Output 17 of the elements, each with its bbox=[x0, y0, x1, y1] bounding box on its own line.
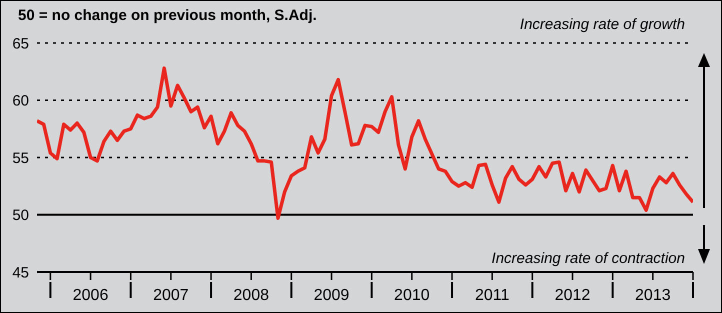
x-tick-label: 2009 bbox=[314, 287, 350, 304]
x-tick-label: 2010 bbox=[394, 287, 430, 304]
x-tick-label: 2006 bbox=[72, 287, 108, 304]
y-tick-label: 65 bbox=[12, 35, 29, 52]
x-tick-label: 2007 bbox=[153, 287, 189, 304]
y-tick-label: 55 bbox=[12, 150, 29, 167]
y-tick-label: 60 bbox=[12, 92, 29, 110]
annotation: Increasing rate of contraction bbox=[492, 250, 685, 267]
x-tick-label: 2008 bbox=[233, 287, 270, 304]
chart-title: 50 = no change on previous month, S.Adj. bbox=[18, 7, 317, 24]
y-tick-label: 45 bbox=[12, 264, 29, 282]
y-tick-label: 50 bbox=[12, 207, 29, 224]
x-tick-label: 2012 bbox=[554, 287, 590, 304]
x-tick-label: 2013 bbox=[635, 287, 671, 304]
text: Increasing rate of growth bbox=[520, 16, 685, 33]
x-tick-label: 2011 bbox=[474, 287, 510, 304]
line-series bbox=[37, 66, 693, 220]
